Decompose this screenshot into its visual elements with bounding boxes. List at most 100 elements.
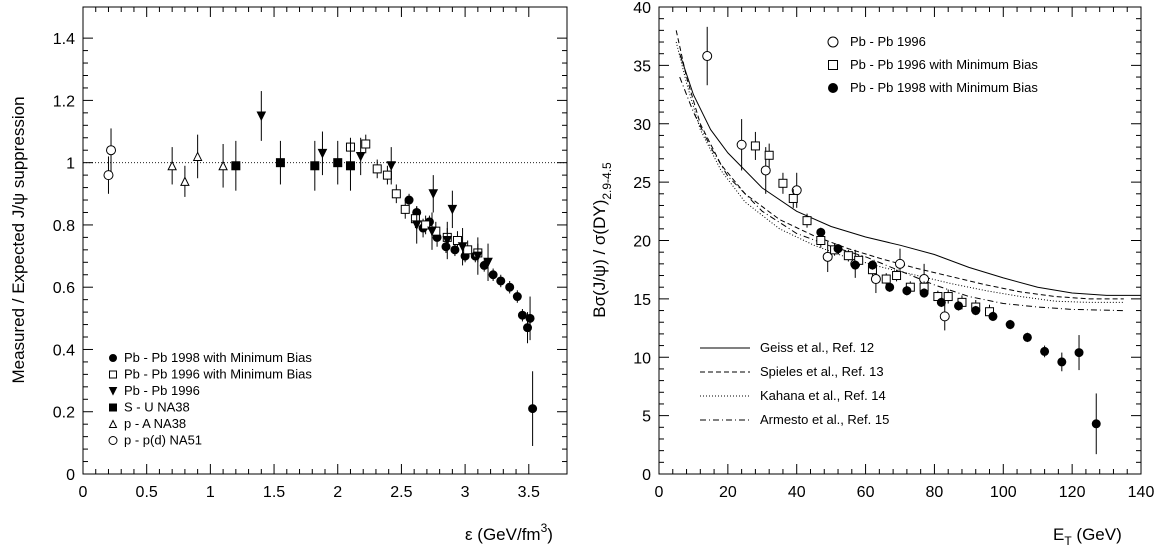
left-series-0-point	[488, 270, 498, 280]
left-series-0-point	[528, 404, 538, 414]
right-series-2-point	[833, 244, 843, 254]
left-series-4-point	[218, 160, 228, 171]
left-series-2-point	[473, 251, 483, 262]
right-series-0-point	[702, 51, 713, 62]
right-series-1-point	[892, 271, 902, 281]
right-series-2-point	[1074, 348, 1084, 358]
left-series-1-point	[391, 189, 401, 199]
right-y-axis-label-text: Bσ(J/ψ) / σ(DY)	[590, 200, 609, 318]
right-series-2-point	[885, 282, 895, 292]
left-series-0-point	[496, 276, 506, 286]
right-x-tick-label: 20	[719, 484, 737, 501]
right-series-1-point	[843, 251, 853, 261]
right-series-2-point	[988, 311, 998, 321]
left-series-2-point	[355, 151, 366, 162]
left-series-5-point	[103, 170, 114, 181]
left-legend-marker-2	[108, 387, 118, 396]
right-y-tick-label: 40	[633, 0, 651, 17]
right-plot-frame	[658, 6, 1142, 475]
right-series-0-point	[895, 258, 905, 269]
left-series-0-point	[517, 310, 527, 320]
left-y-tick-label: 0.2	[53, 405, 75, 422]
left-y-tick-label: 0.6	[53, 280, 75, 297]
right-x-axis-label: ET (GeV)	[1053, 525, 1122, 548]
left-series-0-point	[441, 242, 451, 252]
right-x-tick-label: 40	[788, 484, 806, 501]
curve-0	[679, 53, 1141, 296]
right-series-1-point	[816, 236, 826, 245]
left-series-0-point	[525, 313, 535, 323]
right-series-2-point	[902, 286, 912, 296]
right-series-2-point	[1005, 320, 1015, 330]
left-series-1-point	[400, 204, 410, 214]
left-series-0-point	[512, 292, 522, 302]
left-legend-marker-0	[109, 354, 117, 362]
left-x-tick-label: 3	[461, 484, 470, 501]
left-legend-label-2: Pb - Pb 1996	[124, 383, 200, 398]
left-y-axis-label: Measured / Expected J/ψ suppression	[9, 96, 28, 383]
left-series-2-point	[317, 148, 328, 159]
left-series-3-point	[345, 161, 355, 171]
left-legend-marker-4	[108, 419, 118, 428]
right-y-axis-label-sub: 2.9-4.5	[600, 162, 614, 200]
left-legend-label-3: S - U NA38	[124, 400, 190, 415]
left-legend: Pb - Pb 1998 with Minimum Bias Pb - Pb 19…	[108, 350, 312, 448]
right-series-2-point	[936, 297, 946, 307]
left-series-1-point	[452, 236, 462, 245]
left-chart: 0 0.5 1 1.5 2 2.5 3 3.5 0 0.2 0.4 0.6 0.8 1 1.2 1.4 Pb …	[9, 6, 568, 544]
right-series-1-point	[802, 216, 812, 226]
right-legend-label-2: Pb - Pb 1998 with Minimum Bias	[850, 80, 1038, 95]
right-x-tick-label: 120	[1059, 484, 1086, 501]
left-series-4-point	[167, 160, 177, 171]
right-legend-marker-1	[828, 60, 838, 70]
left-series-2-point	[411, 220, 422, 231]
right-chart: 0 20 40 60 80 100 120 140 0 5 10 15 20 25 30 35 40 Pb - …	[590, 0, 1154, 548]
right-legend-curve-label-3: Armesto et al., Ref. 15	[760, 412, 889, 427]
right-y-tick-label: 5	[642, 409, 651, 426]
right-y-tick-label: 20	[633, 234, 651, 251]
right-y-tick-label: 35	[633, 58, 651, 75]
curve-1	[675, 30, 1124, 300]
left-series-2-point	[427, 226, 437, 237]
left-series-1-point	[382, 170, 392, 180]
left-x-tick-label: 0	[79, 484, 88, 501]
right-y-axis-label: Bσ(J/ψ) / σ(DY)2.9-4.5	[590, 162, 614, 318]
left-legend-label-4: p - A NA38	[124, 416, 186, 431]
left-series-1-point	[372, 164, 382, 174]
left-series-1-point	[463, 245, 473, 255]
left-x-tick-label: 3.5	[518, 484, 540, 501]
right-x-tick-label: 0	[655, 484, 664, 501]
left-series-0-point	[505, 282, 515, 292]
right-series-0-point	[736, 139, 747, 150]
right-series-1-point	[881, 274, 891, 284]
left-y-tick-label: 0.4	[53, 342, 75, 359]
left-series-2-point	[256, 111, 267, 122]
left-legend-marker-3	[109, 403, 117, 412]
left-series-1-point	[361, 139, 371, 149]
left-legend-marker-5	[108, 436, 118, 445]
left-x-axis-label-end: )	[547, 525, 553, 544]
left-y-tick-label: 1	[66, 156, 75, 173]
left-series-3-point	[310, 161, 320, 171]
right-legend-curve-label-1: Spieles et al., Ref. 13	[760, 364, 884, 379]
left-series-2-point	[442, 236, 453, 246]
curve-3	[679, 76, 1124, 312]
right-series-1-point	[788, 193, 798, 203]
right-series-0-point	[870, 274, 881, 285]
right-legend-curves: Geiss et al., Ref. 12 Spieles et al., Ref…	[700, 340, 889, 427]
right-series-2-point	[850, 260, 860, 270]
curve-2	[675, 41, 1124, 303]
left-y-tick-label: 1.4	[53, 31, 75, 48]
left-series-1-point	[421, 220, 431, 230]
right-series-1-point	[764, 150, 774, 160]
left-legend-label-1: Pb - Pb 1996 with Minimum Bias	[124, 367, 312, 382]
right-legend-curve-label-0: Geiss et al., Ref. 12	[760, 340, 874, 355]
left-series-2-point	[447, 204, 458, 215]
right-series-0-point	[822, 251, 833, 262]
right-y-tick-label: 0	[642, 467, 651, 484]
left-legend-label-0: Pb - Pb 1998 with Minimum Bias	[124, 350, 312, 365]
left-x-tick-label: 2.5	[390, 484, 412, 501]
right-series-2-point	[1040, 346, 1050, 356]
right-x-axis-label-end: (GeV)	[1072, 525, 1122, 544]
right-y-tick-label: 15	[633, 292, 651, 309]
